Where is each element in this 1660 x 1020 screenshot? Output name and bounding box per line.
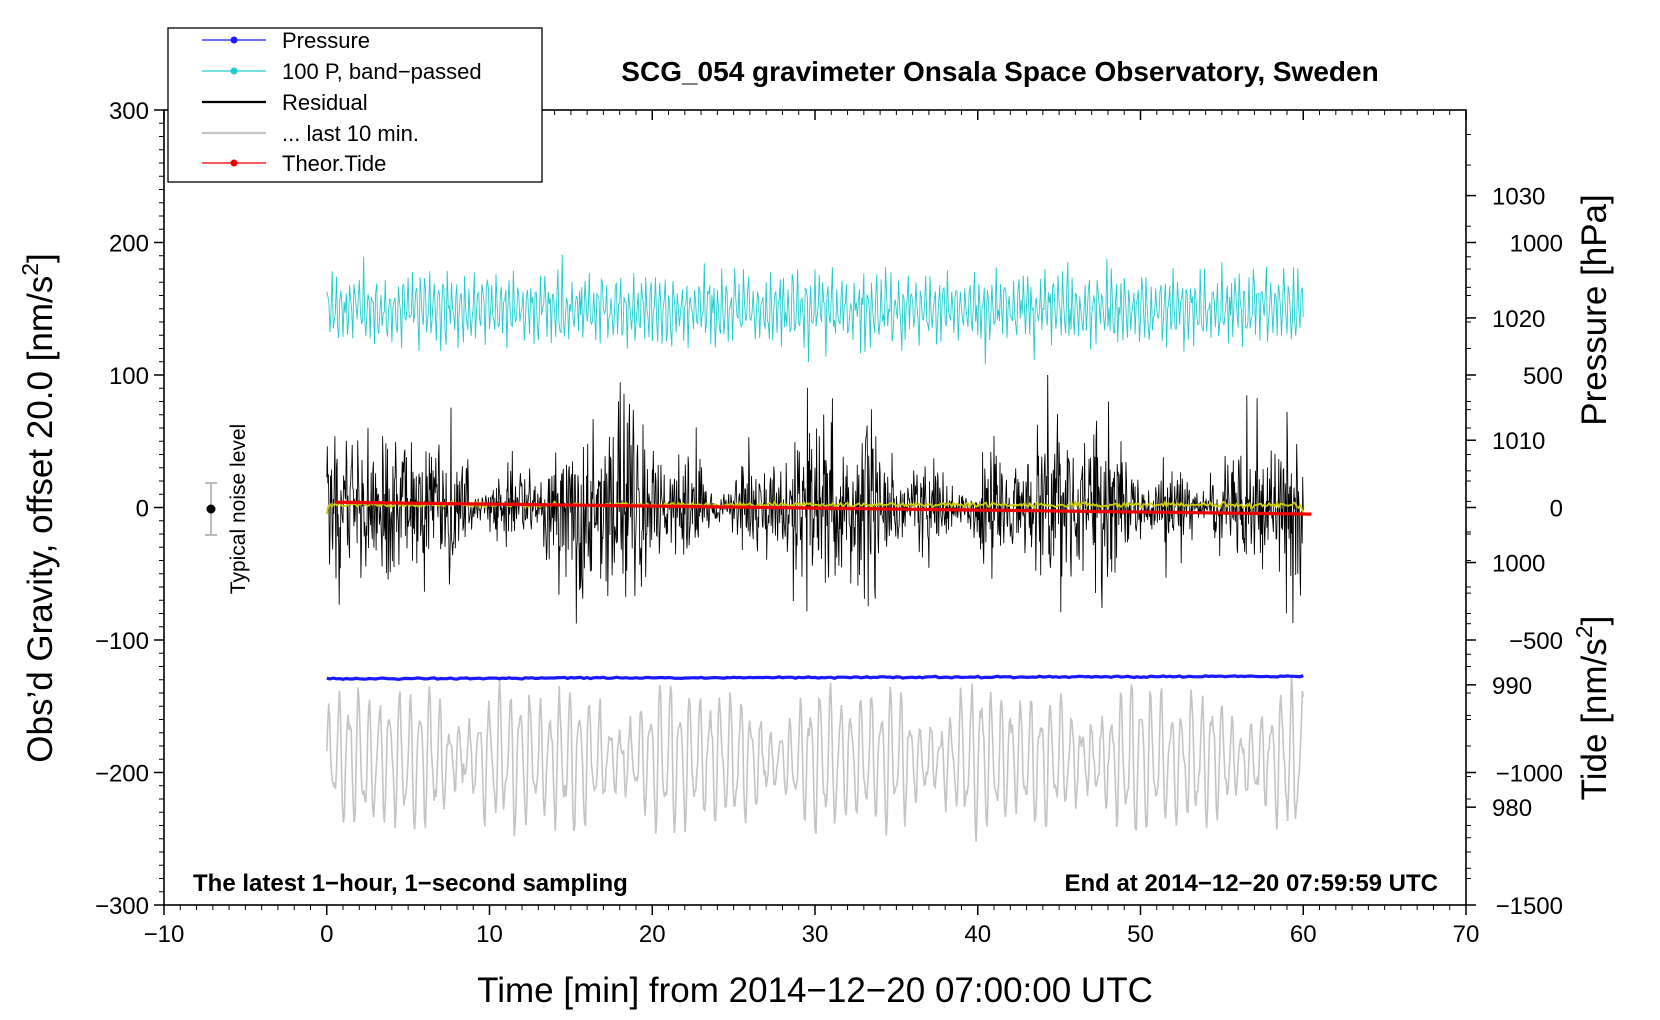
- noise-level-dot: [206, 504, 216, 514]
- pressure-tick-label: 1030: [1492, 184, 1545, 211]
- x-tick-label: 0: [320, 921, 333, 948]
- tide-tick-label: 1000: [1510, 231, 1563, 258]
- annotation-right: End at 2014−12−20 07:59:59 UTC: [1064, 870, 1438, 897]
- axes-layer: −10 0 10 20 30 40 50 60 70−300−200−1000100200300…: [95, 98, 1563, 948]
- legend-box: [167, 27, 543, 183]
- annotation-left: The latest 1−hour, 1−second sampling: [193, 870, 628, 897]
- pressure-tick-label: 1000: [1492, 551, 1545, 578]
- y-tick-label: −300: [95, 893, 149, 920]
- y-tick-label: −100: [95, 628, 149, 655]
- y-tick-label: 0: [136, 496, 149, 523]
- pressure-tick-label: 1020: [1492, 306, 1545, 333]
- y-tick-label: 100: [109, 363, 149, 390]
- series-layer: [325, 254, 1312, 842]
- y-axis-label-left: Obs’d Gravity, offset 20.0 [nm/s2]: [17, 253, 60, 763]
- legend-label: Theor.Tide: [282, 151, 386, 176]
- legend-swatch-marker: [230, 36, 238, 44]
- y-tick-label: 200: [109, 231, 149, 258]
- y-axis-label-left-sup: 2: [17, 263, 43, 276]
- y-axis-label-tide-sup: 2: [1571, 625, 1597, 638]
- legend-item-pressure: Pressure: [202, 28, 370, 53]
- legend-label: 100 P, band−passed: [282, 59, 482, 84]
- pressure-tick-label: 980: [1492, 795, 1532, 822]
- x-tick-label: 20: [639, 921, 666, 948]
- y-axis-label-left-close: ]: [21, 253, 60, 263]
- x-tick-label: 50: [1127, 921, 1154, 948]
- legend-item-residual: Residual: [202, 90, 368, 115]
- legend-swatch-marker: [230, 67, 238, 75]
- legend-item-tide: Theor.Tide: [202, 151, 386, 176]
- y-axis-label-tide-close: ]: [1575, 616, 1614, 626]
- x-tick-label: 10: [476, 921, 503, 948]
- x-tick-label: 30: [802, 921, 829, 948]
- tide-tick-label: −500: [1509, 628, 1563, 655]
- x-tick-label: 60: [1290, 921, 1317, 948]
- series-last-10-min: [326, 676, 1305, 842]
- tide-tick-label: 500: [1523, 363, 1563, 390]
- series-theor-tide: [334, 500, 1312, 516]
- x-tick-label: −10: [144, 921, 185, 948]
- x-axis-label: Time [min] from 2014−12−20 07:00:00 UTC: [477, 971, 1153, 1010]
- y-axis-label-left-text: Obs’d Gravity, offset 20.0 [nm/s: [21, 276, 60, 763]
- legend-item-band-passed: 100 P, band−passed: [202, 59, 482, 84]
- pressure-tick-label: 1010: [1492, 428, 1545, 455]
- chart-title: SCG_054 gravimeter Onsala Space Observat…: [621, 56, 1378, 87]
- y-axis-label-tide-text: Tide [nm/s: [1575, 638, 1614, 800]
- tide-tick-label: 0: [1550, 496, 1563, 523]
- x-tick-label: 40: [964, 921, 991, 948]
- y-tick-label: 300: [109, 98, 149, 125]
- legend-label: ... last 10 min.: [282, 121, 419, 146]
- series-pressure: [326, 674, 1304, 682]
- y-axis-label-pressure: Pressure [hPa]: [1575, 194, 1614, 426]
- noise-level-label: Typical noise level: [227, 424, 250, 594]
- y-tick-label: −200: [95, 761, 149, 788]
- legend-label: Residual: [282, 90, 368, 115]
- pressure-tick-label: 990: [1492, 673, 1532, 700]
- legend: Pressure 100 P, band−passed Residual ...…: [167, 27, 543, 183]
- tide-tick-label: −1000: [1496, 761, 1563, 788]
- series-band-passed: [326, 254, 1304, 365]
- legend-item-last10: ... last 10 min.: [202, 121, 419, 146]
- tide-tick-label: −1500: [1496, 893, 1563, 920]
- y-axis-label-tide: Tide [nm/s2]: [1571, 616, 1614, 801]
- noise-level-indicator: Typical noise level: [205, 424, 250, 594]
- x-tick-label: 70: [1453, 921, 1480, 948]
- legend-label: Pressure: [282, 28, 370, 53]
- series-residual: [326, 374, 1304, 624]
- legend-swatch-marker: [230, 159, 238, 167]
